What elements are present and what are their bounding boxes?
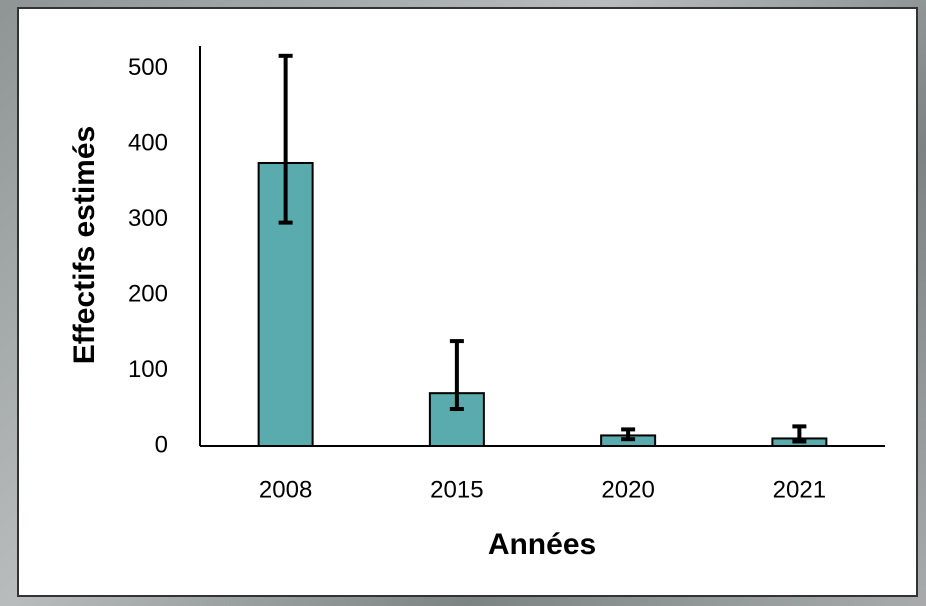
error-bar: [621, 427, 636, 442]
y-tick-label: 300: [128, 205, 168, 232]
x-tick-label: 2015: [430, 476, 483, 503]
x-axis-title: Années: [488, 528, 596, 561]
y-axis-title: Effectifs estimés: [68, 126, 101, 364]
x-tick-label: 2008: [259, 476, 312, 503]
y-tick-label: 0: [155, 431, 168, 458]
error-bar: [449, 339, 464, 412]
y-tick-label: 500: [128, 54, 168, 81]
x-tick-label: 2021: [773, 476, 826, 503]
error-bar: [792, 424, 807, 444]
y-tick-label: 400: [128, 129, 168, 156]
y-tick-label: 200: [128, 280, 168, 307]
x-tick-label: 2020: [601, 476, 654, 503]
y-tick-label: 100: [128, 356, 168, 383]
error-bar: [278, 53, 293, 225]
chart-panel: [17, 7, 918, 597]
